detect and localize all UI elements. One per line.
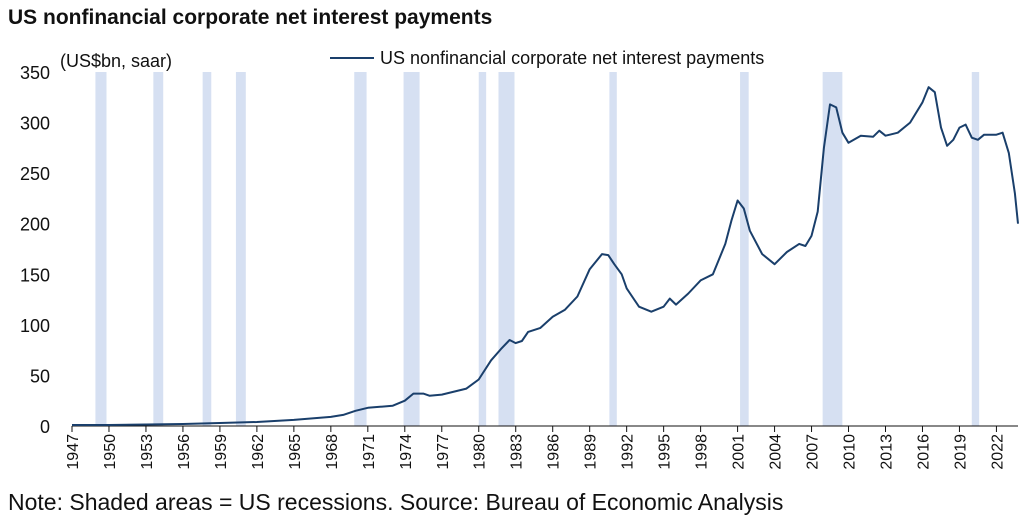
y-tick-label-200: 200	[20, 215, 50, 235]
x-tick-label-1965: 1965	[287, 434, 304, 470]
x-tick-label-1950: 1950	[102, 434, 119, 470]
recession-band-7	[498, 72, 515, 426]
recession-band-2	[202, 72, 212, 426]
footnote: Note: Shaded areas = US recessions. Sour…	[8, 489, 784, 515]
x-tick-label-1983: 1983	[509, 434, 526, 470]
x-tick-label-2001: 2001	[731, 434, 748, 470]
y-axis-unit-label: (US$bn, saar)	[60, 51, 172, 71]
recession-band-3	[235, 72, 246, 426]
y-tick-label-50: 50	[30, 366, 50, 386]
x-tick-label-2019: 2019	[952, 434, 969, 470]
y-tick-label-350: 350	[20, 63, 50, 83]
x-tick-label-1974: 1974	[398, 434, 415, 470]
x-tick-label-1968: 1968	[324, 434, 341, 470]
recession-band-4	[354, 72, 367, 426]
x-tick-label-1986: 1986	[546, 434, 563, 470]
x-tick-label-1989: 1989	[583, 434, 600, 470]
recession-band-5	[403, 72, 420, 426]
y-tick-label-0: 0	[40, 417, 50, 437]
series-layer	[72, 86, 1019, 426]
x-tick-label-2022: 2022	[989, 434, 1006, 470]
recession-band-1	[153, 72, 164, 426]
x-tick-label-1977: 1977	[435, 434, 452, 470]
x-tick-label-1980: 1980	[472, 434, 489, 470]
y-tick-label-100: 100	[20, 316, 50, 336]
recession-band-10	[822, 72, 843, 426]
x-tick-label-1998: 1998	[694, 434, 711, 470]
x-tick-label-1995: 1995	[657, 434, 674, 470]
y-tick-label-300: 300	[20, 114, 50, 134]
x-tick-label-1971: 1971	[361, 434, 378, 470]
y-tick-label-250: 250	[20, 164, 50, 184]
recession-band-9	[740, 72, 749, 426]
series-line-0	[72, 86, 1019, 426]
x-tick-label-1962: 1962	[250, 434, 267, 470]
x-tick-label-1956: 1956	[176, 434, 193, 470]
x-tick-label-2016: 2016	[915, 434, 932, 470]
recession-band-0	[95, 72, 107, 426]
x-tick-label-1992: 1992	[620, 434, 637, 470]
x-tick-label-2007: 2007	[805, 434, 822, 470]
y-tick-label-150: 150	[20, 265, 50, 285]
recession-band-8	[609, 72, 617, 426]
x-tick-label-2013: 2013	[878, 434, 895, 470]
recession-band-6	[478, 72, 487, 426]
legend: US nonfinancial corporate net interest p…	[330, 48, 764, 68]
x-tick-label-1953: 1953	[139, 434, 156, 470]
x-tick-label-2010: 2010	[842, 434, 859, 470]
x-tick-label-1959: 1959	[213, 434, 230, 470]
axes: 0 50 100 150 200 250 300 350 1947 1950 1953 1956 195…	[20, 63, 1018, 470]
recession-bands	[95, 72, 980, 426]
legend-label: US nonfinancial corporate net interest p…	[380, 48, 764, 68]
x-tick-label-2004: 2004	[768, 434, 785, 470]
x-tick-label-1947: 1947	[65, 434, 82, 470]
recession-band-11	[971, 72, 980, 426]
page-title: US nonfinancial corporate net interest p…	[8, 6, 493, 29]
